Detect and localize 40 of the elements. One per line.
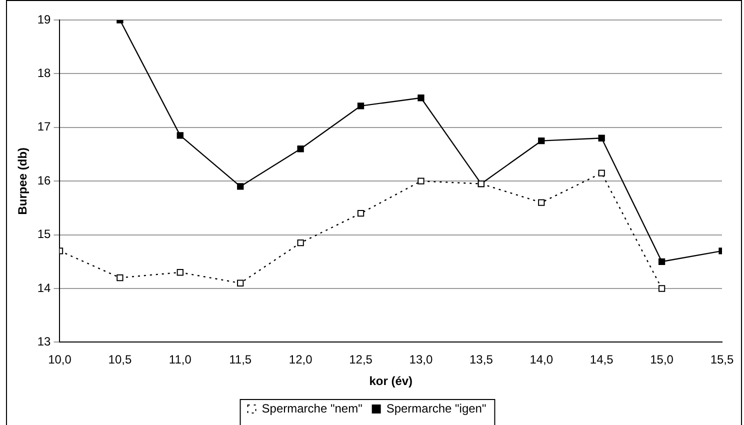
y-tick-label: 17 [37,120,52,134]
x-tick-label: 11,5 [229,352,252,367]
legend-label: Spermarche "igen" [386,401,486,416]
point [418,94,424,102]
point [297,240,304,246]
point [176,269,184,276]
point [658,258,666,265]
point [598,134,605,142]
x-tick-label: 11,0 [168,352,192,367]
point [116,274,124,282]
point [176,132,184,139]
x-tick-label: 12,5 [349,352,373,367]
x-tick-label: 15,5 [710,352,734,367]
point [538,137,545,144]
y-tick-label: 13 [37,334,52,349]
x-tick-label: 15,0 [650,352,674,367]
x-tick-label: 13,5 [470,352,494,367]
y-tick-label: 18 [37,66,52,80]
y-tick-label: 16 [37,173,52,188]
point [297,146,304,152]
point [418,178,424,184]
point [538,199,545,206]
point [598,170,605,176]
y-tick-label: 15 [37,227,52,242]
x-tick-label: 12,0 [288,352,313,367]
legend-label: Spermarche "nem" [262,401,362,416]
point [357,210,364,217]
x-tick-label: 14,5 [590,352,614,367]
x-tick-label: 10,0 [48,352,72,367]
x-axis-title: kor (év) [369,374,413,388]
x-tick-label: 10,5 [108,352,132,367]
y-axis-title: Burpee (db) [16,147,30,215]
x-tick-label: 13,0 [409,352,433,367]
x-tick-label: 14,0 [530,352,554,367]
y-tick-label: 14 [37,280,52,295]
y-tick-label: 19 [37,12,52,26]
point [357,102,364,110]
point [237,183,244,190]
point [237,280,244,286]
point [658,285,666,292]
